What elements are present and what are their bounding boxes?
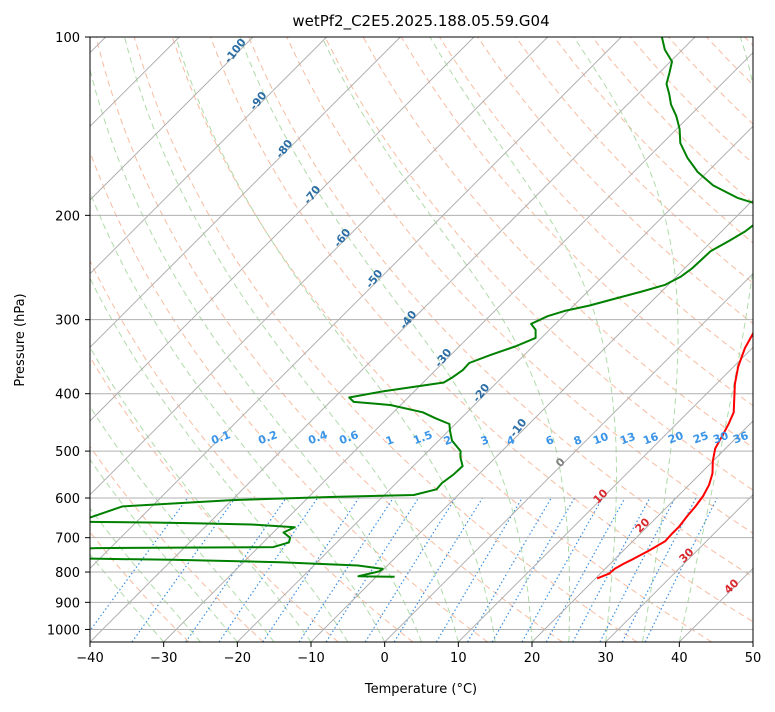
y-tick-label: 800 [55,566,80,581]
y-tick-label: 1000 [47,623,80,638]
y-tick-label: 200 [55,209,80,224]
y-tick-label: 400 [55,388,80,403]
y-tick-label: 500 [55,445,80,460]
x-tick-label: 50 [745,651,762,666]
x-tick-label: 10 [450,651,467,666]
y-tick-label: 300 [55,314,80,329]
x-tick-label: −10 [297,651,324,666]
y-tick-label: 100 [55,31,80,46]
x-tick-label: 40 [671,651,688,666]
x-tick-label: −30 [150,651,177,666]
x-tick-label: 20 [524,651,541,666]
y-tick-label: 600 [55,492,80,507]
x-tick-label: 30 [597,651,614,666]
x-tick-label: −40 [76,651,103,666]
x-tick-label: 0 [381,651,389,666]
y-tick-label: 900 [55,596,80,611]
x-tick-label: −20 [224,651,251,666]
chart-title: wetPf2_C2E5.2025.188.05.59.G04 [292,12,549,31]
x-axis-label: Temperature (°C) [364,682,477,697]
y-axis-label: Pressure (hPa) [13,293,28,386]
y-tick-label: 700 [55,532,80,547]
